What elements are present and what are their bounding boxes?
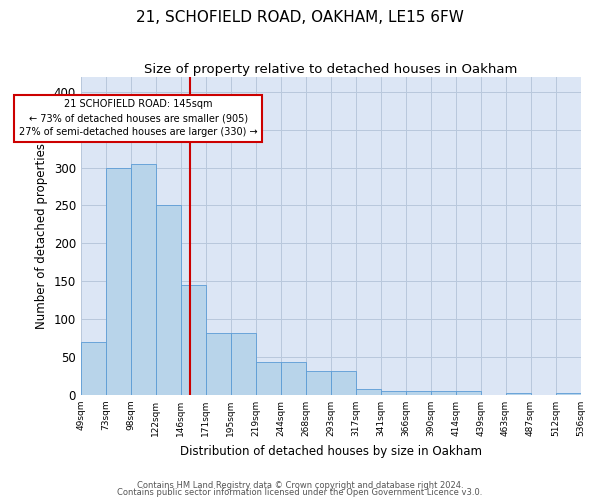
Bar — [556, 392, 581, 395]
Bar — [406, 391, 431, 395]
Bar — [131, 164, 156, 395]
Bar — [206, 333, 231, 395]
Bar — [356, 389, 380, 395]
Bar — [156, 206, 181, 395]
Bar — [231, 333, 256, 395]
Y-axis label: Number of detached properties: Number of detached properties — [35, 143, 48, 329]
Bar — [380, 391, 406, 395]
Bar — [331, 370, 356, 395]
Bar — [305, 370, 331, 395]
Title: Size of property relative to detached houses in Oakham: Size of property relative to detached ho… — [144, 62, 517, 76]
Text: 21 SCHOFIELD ROAD: 145sqm
← 73% of detached houses are smaller (905)
27% of semi: 21 SCHOFIELD ROAD: 145sqm ← 73% of detac… — [19, 100, 257, 138]
Bar — [281, 362, 305, 395]
Text: Contains public sector information licensed under the Open Government Licence v3: Contains public sector information licen… — [118, 488, 482, 497]
Bar — [106, 168, 131, 395]
Bar — [455, 391, 481, 395]
X-axis label: Distribution of detached houses by size in Oakham: Distribution of detached houses by size … — [179, 444, 482, 458]
Bar — [181, 285, 206, 395]
Text: 21, SCHOFIELD ROAD, OAKHAM, LE15 6FW: 21, SCHOFIELD ROAD, OAKHAM, LE15 6FW — [136, 10, 464, 25]
Bar — [81, 342, 106, 395]
Bar — [431, 391, 455, 395]
Bar — [256, 362, 281, 395]
Bar — [506, 392, 530, 395]
Text: Contains HM Land Registry data © Crown copyright and database right 2024.: Contains HM Land Registry data © Crown c… — [137, 480, 463, 490]
